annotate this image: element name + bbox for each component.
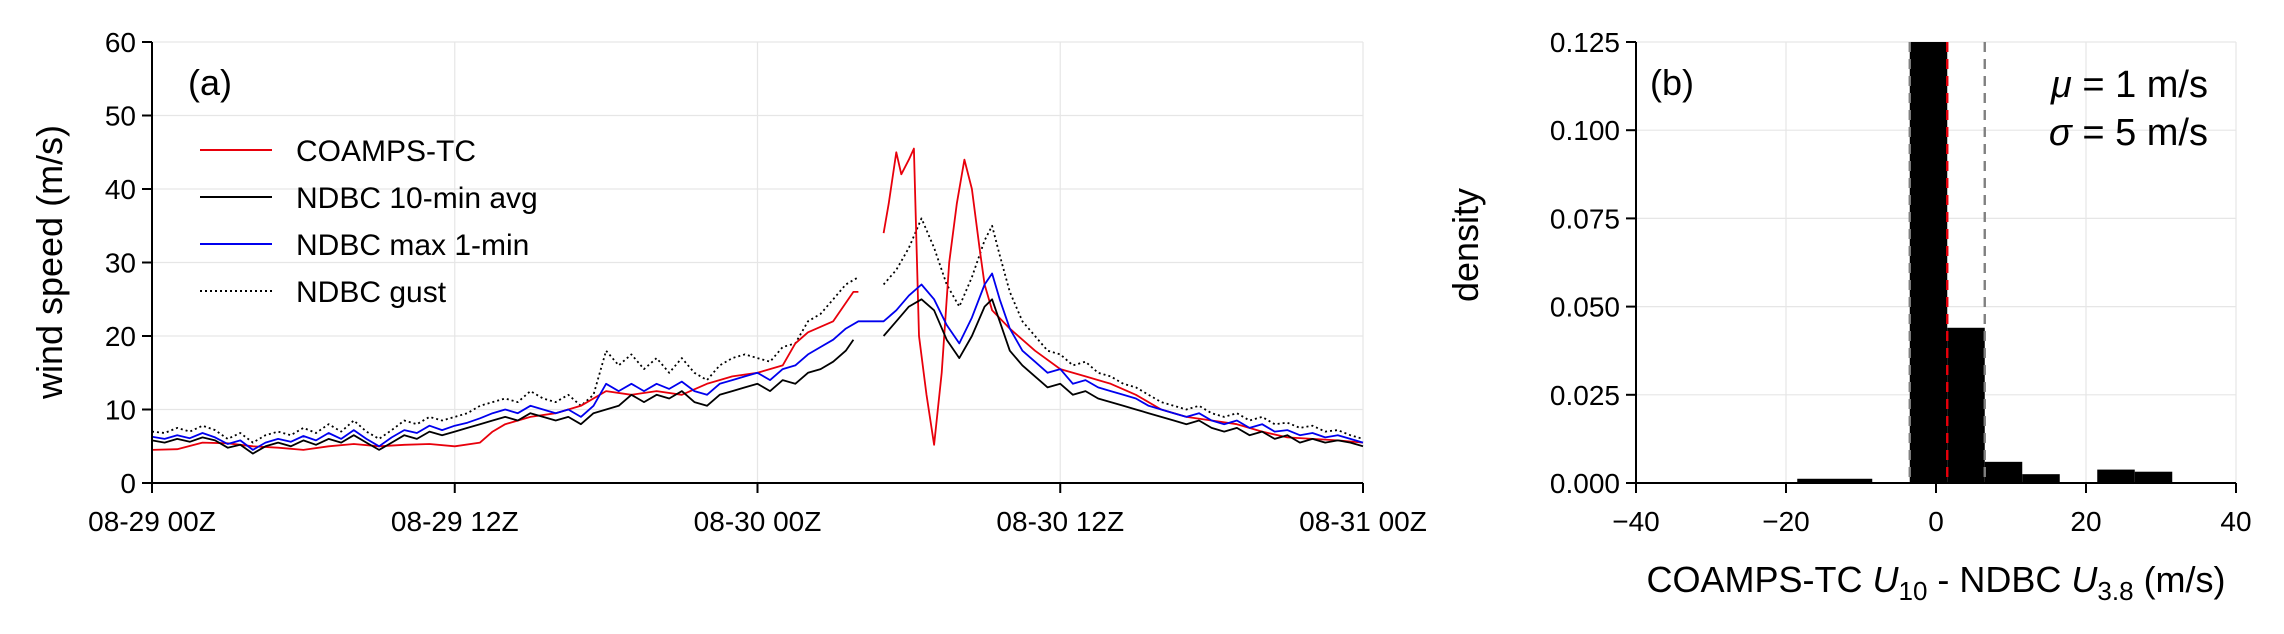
panel-a-line-chart: 08-29 00Z 08-29 12Z 08-30 00Z 08-30 12Z 08-3… [29,27,1427,537]
histogram-bar-6 [2134,471,2173,483]
series-line-coamps-tc-1 [882,147,1364,446]
panel-a-legend: COAMPS-TC NDBC 10-min avg NDBC max 1-min ND… [200,135,538,309]
series-line-ndbc-10-min-avg-0 [151,339,855,455]
panel-a-label: (a) [188,62,232,103]
legend-label-ndbc-10-min-avg: NDBC 10-min avg [296,182,538,215]
panel-a-x-ticks: 08-29 00Z 08-29 12Z 08-30 00Z 08-30 12Z 08-3… [88,483,1427,537]
panel-b-y-tick-label: 0.125 [1550,27,1620,58]
panel-a-y-tick-label: 40 [105,174,136,205]
panel-a-x-tick-label: 08-29 12Z [391,506,519,537]
panel-b-x-axis-title: COAMPS-TC U10 - NDBC U3.8 (m/s) [1646,559,2225,606]
panel-b-y-tick-label: 0.100 [1550,115,1620,146]
panel-a-x-tick-label: 08-30 00Z [694,506,822,537]
panel-b-x-tick-label: 20 [2070,506,2101,537]
panel-a-y-tick-label: 60 [105,27,136,58]
panel-b-x-tick-label: −40 [1612,506,1660,537]
panel-a-y-tick-label: 20 [105,321,136,352]
panel-b-y-tick-label: 0.025 [1550,380,1620,411]
panel-b-x-tick-label: −20 [1762,506,1810,537]
panel-a-y-tick-label: 10 [105,395,136,426]
panel-a-y-tick-label: 0 [120,468,136,499]
panel-a-y-axis-title: wind speed (m/s) [29,125,70,400]
series-line-ndbc-max-1-min-0 [151,272,1364,451]
panel-a-x-tick-label: 08-30 12Z [996,506,1124,537]
histogram-bar-3 [1984,461,2023,483]
histogram-bar-0 [1797,478,1873,483]
panel-b-y-axis-title: density [1445,188,1486,302]
legend-label-ndbc-max-1-min: NDBC max 1-min [296,229,529,262]
panel-a-grid [151,41,1364,484]
histogram-bar-1 [1909,42,1948,483]
legend-label-coamps-tc: COAMPS-TC [296,135,476,168]
panel-b-label: (b) [1650,62,1694,103]
panel-a-y-tick-label: 30 [105,248,136,279]
legend-label-ndbc-gust: NDBC gust [296,276,447,309]
panel-a-y-tick-label: 50 [105,101,136,132]
panel-b-x-tick-label: 40 [2220,506,2251,537]
panel-b-x-tick-label: 0 [1928,506,1944,537]
mean-annotation: μ = 1 m/s [2050,64,2208,106]
series-line-ndbc-10-min-avg-1 [882,298,1364,448]
panel-a-series [151,147,1364,455]
panel-b-y-tick-label: 0.075 [1550,203,1620,234]
histogram-bar-2 [1947,327,1985,483]
panel-a-x-tick-label: 08-31 00Z [1299,506,1427,537]
panel-b-y-tick-label: 0.000 [1550,468,1620,499]
sigma-annotation: σ = 5 m/s [2049,112,2208,154]
series-line-coamps-tc-0 [151,291,859,451]
series-line-ndbc-gust-0 [151,276,859,444]
histogram-bar-4 [2022,474,2060,483]
panel-a-x-tick-label: 08-29 00Z [88,506,216,537]
panel-a-y-ticks: 0 10 20 30 40 50 60 [105,27,152,499]
panel-b-reference-lines [1908,42,1986,483]
histogram-bar-5 [2097,469,2135,483]
panel-b-y-tick-label: 0.050 [1550,292,1620,323]
panel-b-x-ticks: −40 −20 0 20 40 [1612,483,2252,537]
panel-b-histogram: −40 −20 0 20 40 0.000 0.025 0.050 0.075 0.100 0.1… [1445,27,2252,606]
panel-b-y-ticks: 0.000 0.025 0.050 0.075 0.100 0.125 [1550,27,1636,499]
panel-b-bars [1797,42,2173,483]
panel-b-stats: μ = 1 m/s σ = 5 m/s [2049,64,2208,154]
